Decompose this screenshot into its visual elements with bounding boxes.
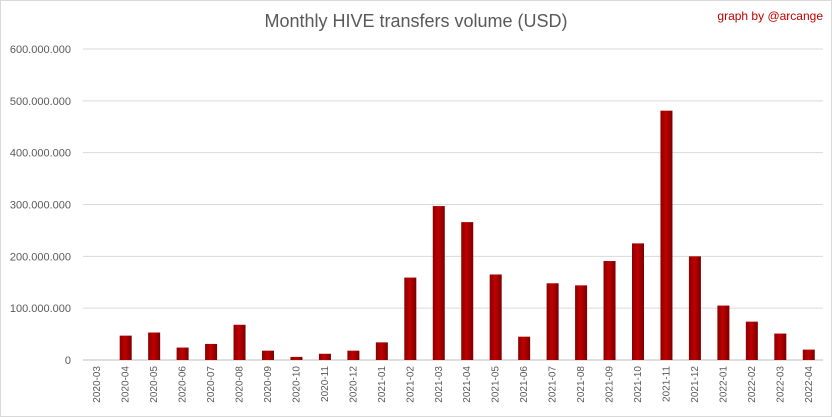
- bar: [347, 350, 360, 360]
- bar: [575, 285, 588, 360]
- y-tick-label: 200.000.000: [10, 251, 71, 263]
- x-tick-label: 2021-07: [548, 366, 559, 403]
- y-tick-label: 500.000.000: [10, 96, 71, 108]
- x-tick-label: 2022-01: [718, 366, 729, 403]
- x-tick-label: 2020-05: [149, 366, 160, 403]
- x-tick-label: 2020-06: [178, 366, 189, 403]
- bar: [404, 277, 417, 360]
- x-tick-label: 2022-03: [775, 366, 786, 403]
- bar: [432, 206, 445, 360]
- bar: [745, 321, 758, 360]
- bar: [802, 349, 815, 360]
- bar: [318, 353, 331, 360]
- x-tick-label: 2022-04: [804, 366, 815, 403]
- x-tick-label: 2020-09: [263, 366, 274, 403]
- x-tick-label: 2020-12: [348, 366, 359, 403]
- bar: [375, 342, 388, 360]
- bar: [119, 335, 132, 360]
- x-tick-label: 2021-11: [661, 366, 672, 402]
- bar: [688, 256, 701, 360]
- bar: [233, 324, 246, 360]
- bar: [518, 336, 531, 360]
- x-tick-label: 2021-05: [491, 366, 502, 403]
- bar: [148, 332, 161, 360]
- x-tick-label: 2021-09: [605, 366, 616, 403]
- x-tick-label: 2021-04: [462, 366, 473, 403]
- x-tick-label: 2020-08: [235, 366, 246, 403]
- chart-title: Monthly HIVE transfers volume (USD): [264, 11, 568, 31]
- x-tick-label: 2020-03: [92, 366, 103, 403]
- y-tick-label: 600.000.000: [10, 44, 71, 56]
- x-tick-label: 2021-03: [434, 366, 445, 403]
- bar: [176, 347, 189, 360]
- x-tick-label: 2020-07: [206, 366, 217, 403]
- y-tick-label: 0: [65, 355, 71, 367]
- bar: [489, 274, 502, 360]
- y-tick-label: 100.000.000: [10, 303, 71, 315]
- x-tick-label: 2021-01: [377, 366, 388, 403]
- x-tick-label: 2021-06: [519, 366, 530, 403]
- bar: [461, 222, 474, 360]
- bar: [205, 343, 218, 360]
- bar: [717, 305, 730, 360]
- x-tick-label: 2021-08: [576, 366, 587, 403]
- bar: [603, 260, 616, 360]
- x-tick-label: 2020-04: [121, 366, 132, 403]
- y-tick-label: 300.000.000: [10, 200, 71, 212]
- credit-label: graph by @arcange: [717, 9, 823, 23]
- bar: [632, 243, 644, 360]
- x-tick-label: 2021-12: [690, 366, 701, 403]
- y-tick-label: 400.000.000: [10, 148, 71, 160]
- x-tick-label: 2020-11: [320, 366, 331, 402]
- bar: [546, 283, 559, 360]
- bar: [262, 350, 274, 360]
- bar: [774, 333, 787, 360]
- x-tick-label: 2021-02: [405, 366, 416, 403]
- x-tick-label: 2021-10: [633, 366, 644, 403]
- bar: [290, 356, 303, 360]
- bar: [660, 110, 673, 360]
- x-tick-label: 2020-10: [291, 366, 302, 403]
- x-tick-label: 2022-02: [747, 366, 758, 403]
